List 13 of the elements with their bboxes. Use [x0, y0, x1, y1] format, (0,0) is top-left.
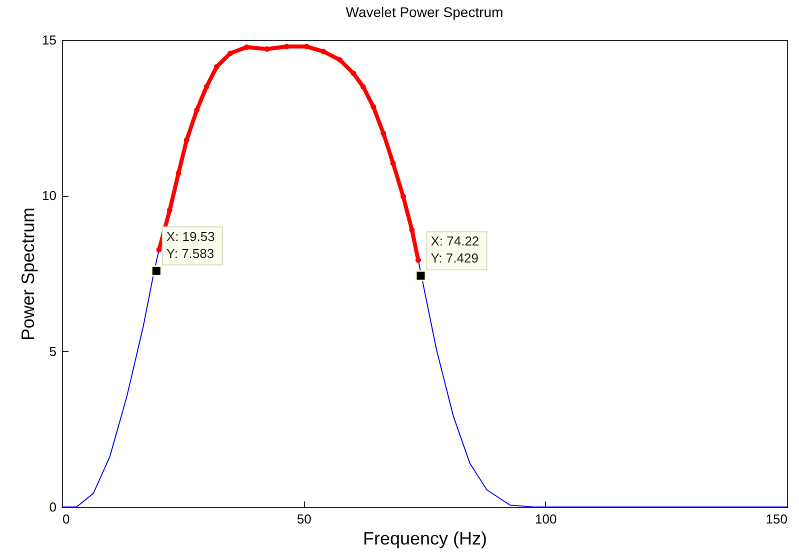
y-tick-label: 5	[49, 344, 56, 359]
y-axis-title: Power Spectrum	[18, 207, 38, 341]
y-tick-label: 10	[42, 188, 56, 204]
y-tick-label: 0	[49, 500, 56, 514]
x-tick-label: 100	[534, 512, 557, 526]
x-tick-label: 50	[296, 512, 312, 526]
y-tick-label: 15	[42, 32, 56, 48]
x-tick-label: 150	[766, 512, 788, 526]
x-axis-title: Frequency (Hz)	[362, 528, 488, 548]
chart-title: Wavelet Power Spectrum	[346, 4, 504, 20]
x-tick-label: 0	[62, 512, 70, 526]
annotation: X: 19.53 Y: 7.583	[166, 228, 215, 261]
annotation: X: 74.22 Y: 7.429	[430, 234, 480, 266]
